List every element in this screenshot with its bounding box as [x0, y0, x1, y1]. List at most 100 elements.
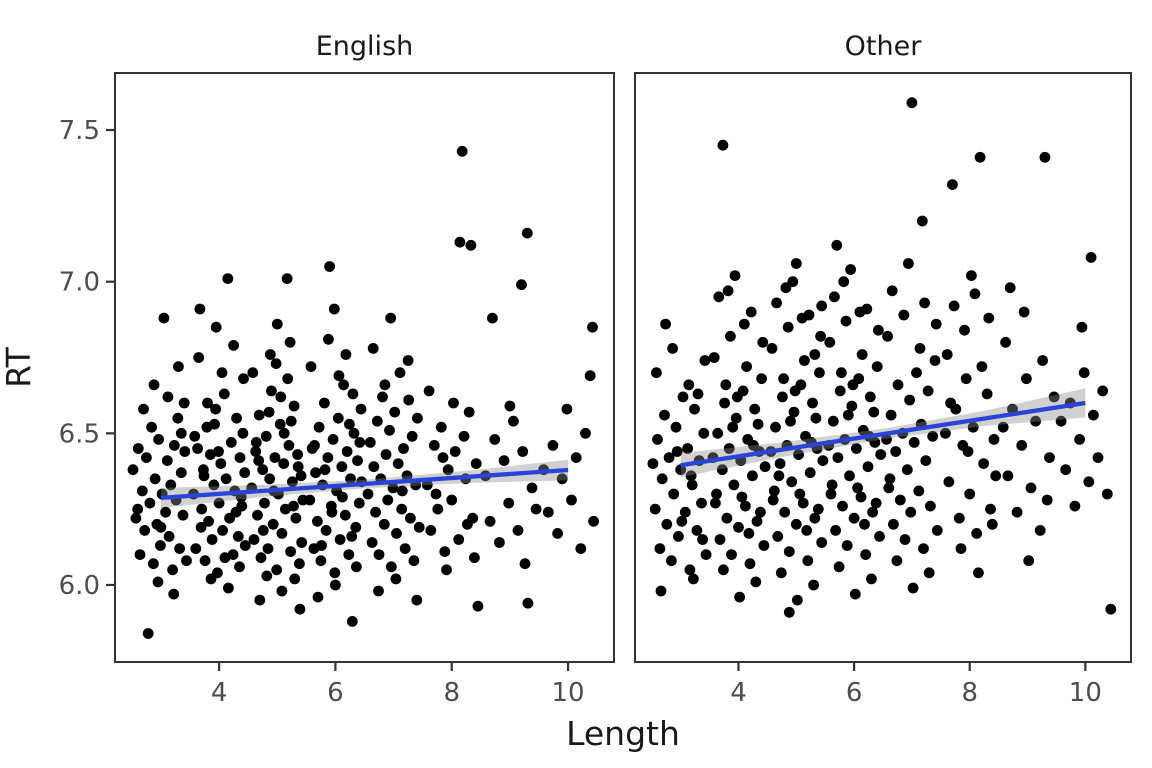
data-point	[516, 279, 527, 291]
data-point	[139, 525, 151, 536]
data-point	[744, 558, 756, 570]
data-point	[442, 464, 454, 476]
data-point	[158, 312, 170, 324]
data-point	[276, 528, 288, 539]
data-point	[817, 455, 829, 466]
data-point	[1039, 151, 1051, 163]
data-point	[973, 567, 984, 579]
data-point	[373, 549, 385, 560]
data-point	[729, 270, 741, 281]
y-axis-title: RT	[0, 346, 38, 388]
data-point	[406, 430, 418, 442]
data-point	[710, 497, 721, 509]
data-point	[385, 561, 397, 573]
data-point	[652, 434, 663, 445]
data-point	[1085, 252, 1097, 263]
scatter-points	[647, 97, 1117, 618]
data-point	[659, 409, 670, 421]
data-point	[668, 488, 680, 500]
data-point	[234, 561, 245, 573]
data-point	[870, 497, 882, 509]
data-point	[353, 497, 365, 509]
data-point	[552, 528, 563, 539]
data-point	[292, 461, 304, 473]
data-point	[684, 564, 696, 576]
data-point	[584, 370, 596, 382]
data-point	[899, 534, 911, 545]
data-point	[448, 397, 459, 409]
data-point	[570, 452, 582, 463]
data-point	[676, 515, 688, 527]
data-point	[163, 531, 175, 542]
data-point	[718, 564, 729, 576]
data-point	[688, 573, 699, 585]
data-point	[470, 458, 482, 469]
data-point	[281, 273, 293, 284]
data-point	[809, 349, 821, 360]
panel-border	[114, 72, 615, 663]
data-point	[731, 391, 743, 403]
data-point	[285, 546, 296, 557]
data-point	[837, 500, 848, 512]
data-point	[974, 151, 986, 163]
data-point	[825, 488, 837, 500]
data-point	[194, 303, 206, 315]
data-point	[983, 312, 995, 324]
data-point	[345, 473, 356, 485]
data-point	[874, 531, 885, 542]
data-point	[385, 312, 397, 324]
data-point	[656, 473, 668, 485]
data-point	[840, 315, 852, 327]
data-point	[670, 421, 682, 433]
data-point	[327, 434, 339, 445]
data-point	[833, 561, 845, 573]
data-point	[927, 430, 939, 442]
data-point	[1101, 488, 1113, 500]
data-point	[138, 403, 149, 415]
data-point	[504, 400, 516, 412]
data-point	[316, 540, 327, 551]
data-point	[749, 403, 761, 415]
data-point	[834, 385, 846, 397]
data-point	[343, 549, 355, 560]
data-point	[398, 443, 409, 454]
data-point	[458, 430, 470, 442]
data-point	[378, 518, 390, 530]
data-point	[940, 427, 951, 439]
data-point	[228, 340, 240, 351]
data-point	[340, 349, 352, 360]
data-point	[799, 355, 810, 366]
data-point	[257, 525, 269, 536]
data-point	[651, 367, 662, 379]
data-point	[309, 440, 320, 451]
data-point	[253, 455, 265, 466]
data-point	[454, 236, 466, 248]
data-point	[796, 312, 808, 324]
data-point	[1021, 373, 1032, 385]
data-point	[883, 482, 895, 494]
data-point	[522, 597, 534, 609]
data-point	[1048, 391, 1060, 403]
data-point	[310, 467, 321, 479]
data-point	[462, 518, 473, 530]
data-point	[841, 540, 853, 551]
data-point	[981, 388, 993, 400]
data-point	[842, 409, 854, 421]
data-point	[862, 461, 874, 473]
data-point	[673, 531, 684, 542]
data-point	[283, 440, 295, 451]
data-point	[827, 415, 839, 427]
data-point	[815, 330, 826, 342]
data-point	[160, 506, 172, 518]
data-point	[766, 343, 778, 354]
data-point	[804, 467, 816, 479]
data-point	[173, 361, 184, 372]
data-point	[542, 506, 554, 518]
data-point	[925, 500, 936, 512]
data-point	[903, 258, 914, 269]
data-point	[916, 215, 928, 227]
data-point	[222, 273, 234, 284]
data-point	[852, 482, 863, 494]
data-point	[868, 406, 880, 418]
data-point	[215, 458, 227, 469]
